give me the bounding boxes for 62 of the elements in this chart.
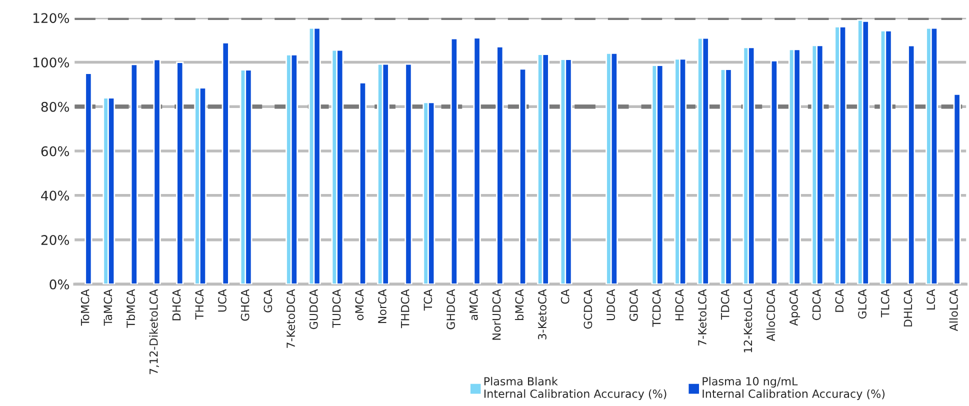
x-tick-label: THCA <box>195 289 204 320</box>
x-tick-label: 7,12-DiketoLCA <box>149 289 159 374</box>
bar <box>176 62 184 284</box>
bar <box>908 44 916 284</box>
bar <box>84 72 92 284</box>
x-tick-label: HDCA <box>675 289 684 320</box>
x-tick-label: ToMCA <box>80 289 90 326</box>
x-tick-label: AlloLCA <box>949 289 958 332</box>
x-tick-label: TaMCA <box>104 289 112 326</box>
bar <box>953 94 961 284</box>
x-tick-label: NorCA <box>378 289 386 324</box>
x-tick-label: 3-KetoCA <box>538 289 546 340</box>
x-tick-label: GHCA <box>240 289 250 321</box>
bar <box>518 68 527 284</box>
y-tick-label: 40% <box>41 190 70 201</box>
x-tick-label: 7-KetoDCA <box>286 289 295 348</box>
x-tick-label: TUDCA <box>332 289 341 328</box>
x-tick-label: GCDCA <box>584 289 592 329</box>
bar <box>222 42 230 284</box>
x-tick-label: TCA <box>424 289 432 311</box>
y-tick-label: 80% <box>41 102 70 112</box>
y-tick-label: 100% <box>33 57 70 68</box>
x-tick-label: AlloCDCA <box>766 289 776 342</box>
x-tick-label: DHCA <box>172 289 181 320</box>
bar <box>770 60 778 284</box>
x-tick-label: DCA <box>835 289 844 312</box>
x-tick-label: DHLCA <box>904 289 912 326</box>
x-tick-label: GLCA <box>858 289 866 319</box>
x-tick-label: THDCA <box>400 289 410 328</box>
x-tick-label: TLCA <box>880 289 890 318</box>
x-tick-label: TbMCA <box>126 289 135 328</box>
bar <box>450 38 458 284</box>
bar <box>496 46 504 284</box>
bar <box>404 63 412 284</box>
x-tick-label: GUDCA <box>309 289 318 330</box>
x-tick-label: 12-KetoLCA <box>744 289 752 352</box>
x-tick-label: oMCA <box>355 289 364 320</box>
bar <box>153 58 161 284</box>
legend-label: Plasma Blank Internal Calibration Accuracy (%) <box>484 376 666 400</box>
bar <box>473 37 481 284</box>
bar <box>358 82 367 284</box>
x-tick-label: LCA <box>926 289 936 310</box>
x-tick-label: GDCA <box>629 289 638 321</box>
x-tick-label: ApoCA <box>789 289 800 326</box>
x-tick-label: aMCA <box>469 289 478 320</box>
x-tick-label: UDCA <box>606 289 616 320</box>
x-tick-label: TDCA <box>720 289 730 320</box>
legend-label: Plasma 10 ng/mL Internal Calibration Accuracy (%) <box>702 376 885 400</box>
x-tick-label: UCA <box>218 289 226 312</box>
x-tick-label: GHDCA <box>446 289 455 330</box>
x-tick-label: bMCA <box>514 289 524 320</box>
y-tick-label: 0% <box>50 279 70 290</box>
x-tick-label: CA <box>560 289 570 304</box>
y-tick-label: 120% <box>33 13 70 24</box>
x-tick-label: TCDCA <box>652 289 661 327</box>
x-tick-label: CDCA <box>812 289 821 320</box>
y-tick-label: 60% <box>41 146 70 156</box>
bar <box>130 64 138 284</box>
x-tick-label: GCA <box>264 289 272 312</box>
x-tick-label: NorUDCA <box>492 289 501 340</box>
x-tick-label: 7-KetoLCA <box>698 289 706 346</box>
y-tick-label: 20% <box>41 235 70 246</box>
